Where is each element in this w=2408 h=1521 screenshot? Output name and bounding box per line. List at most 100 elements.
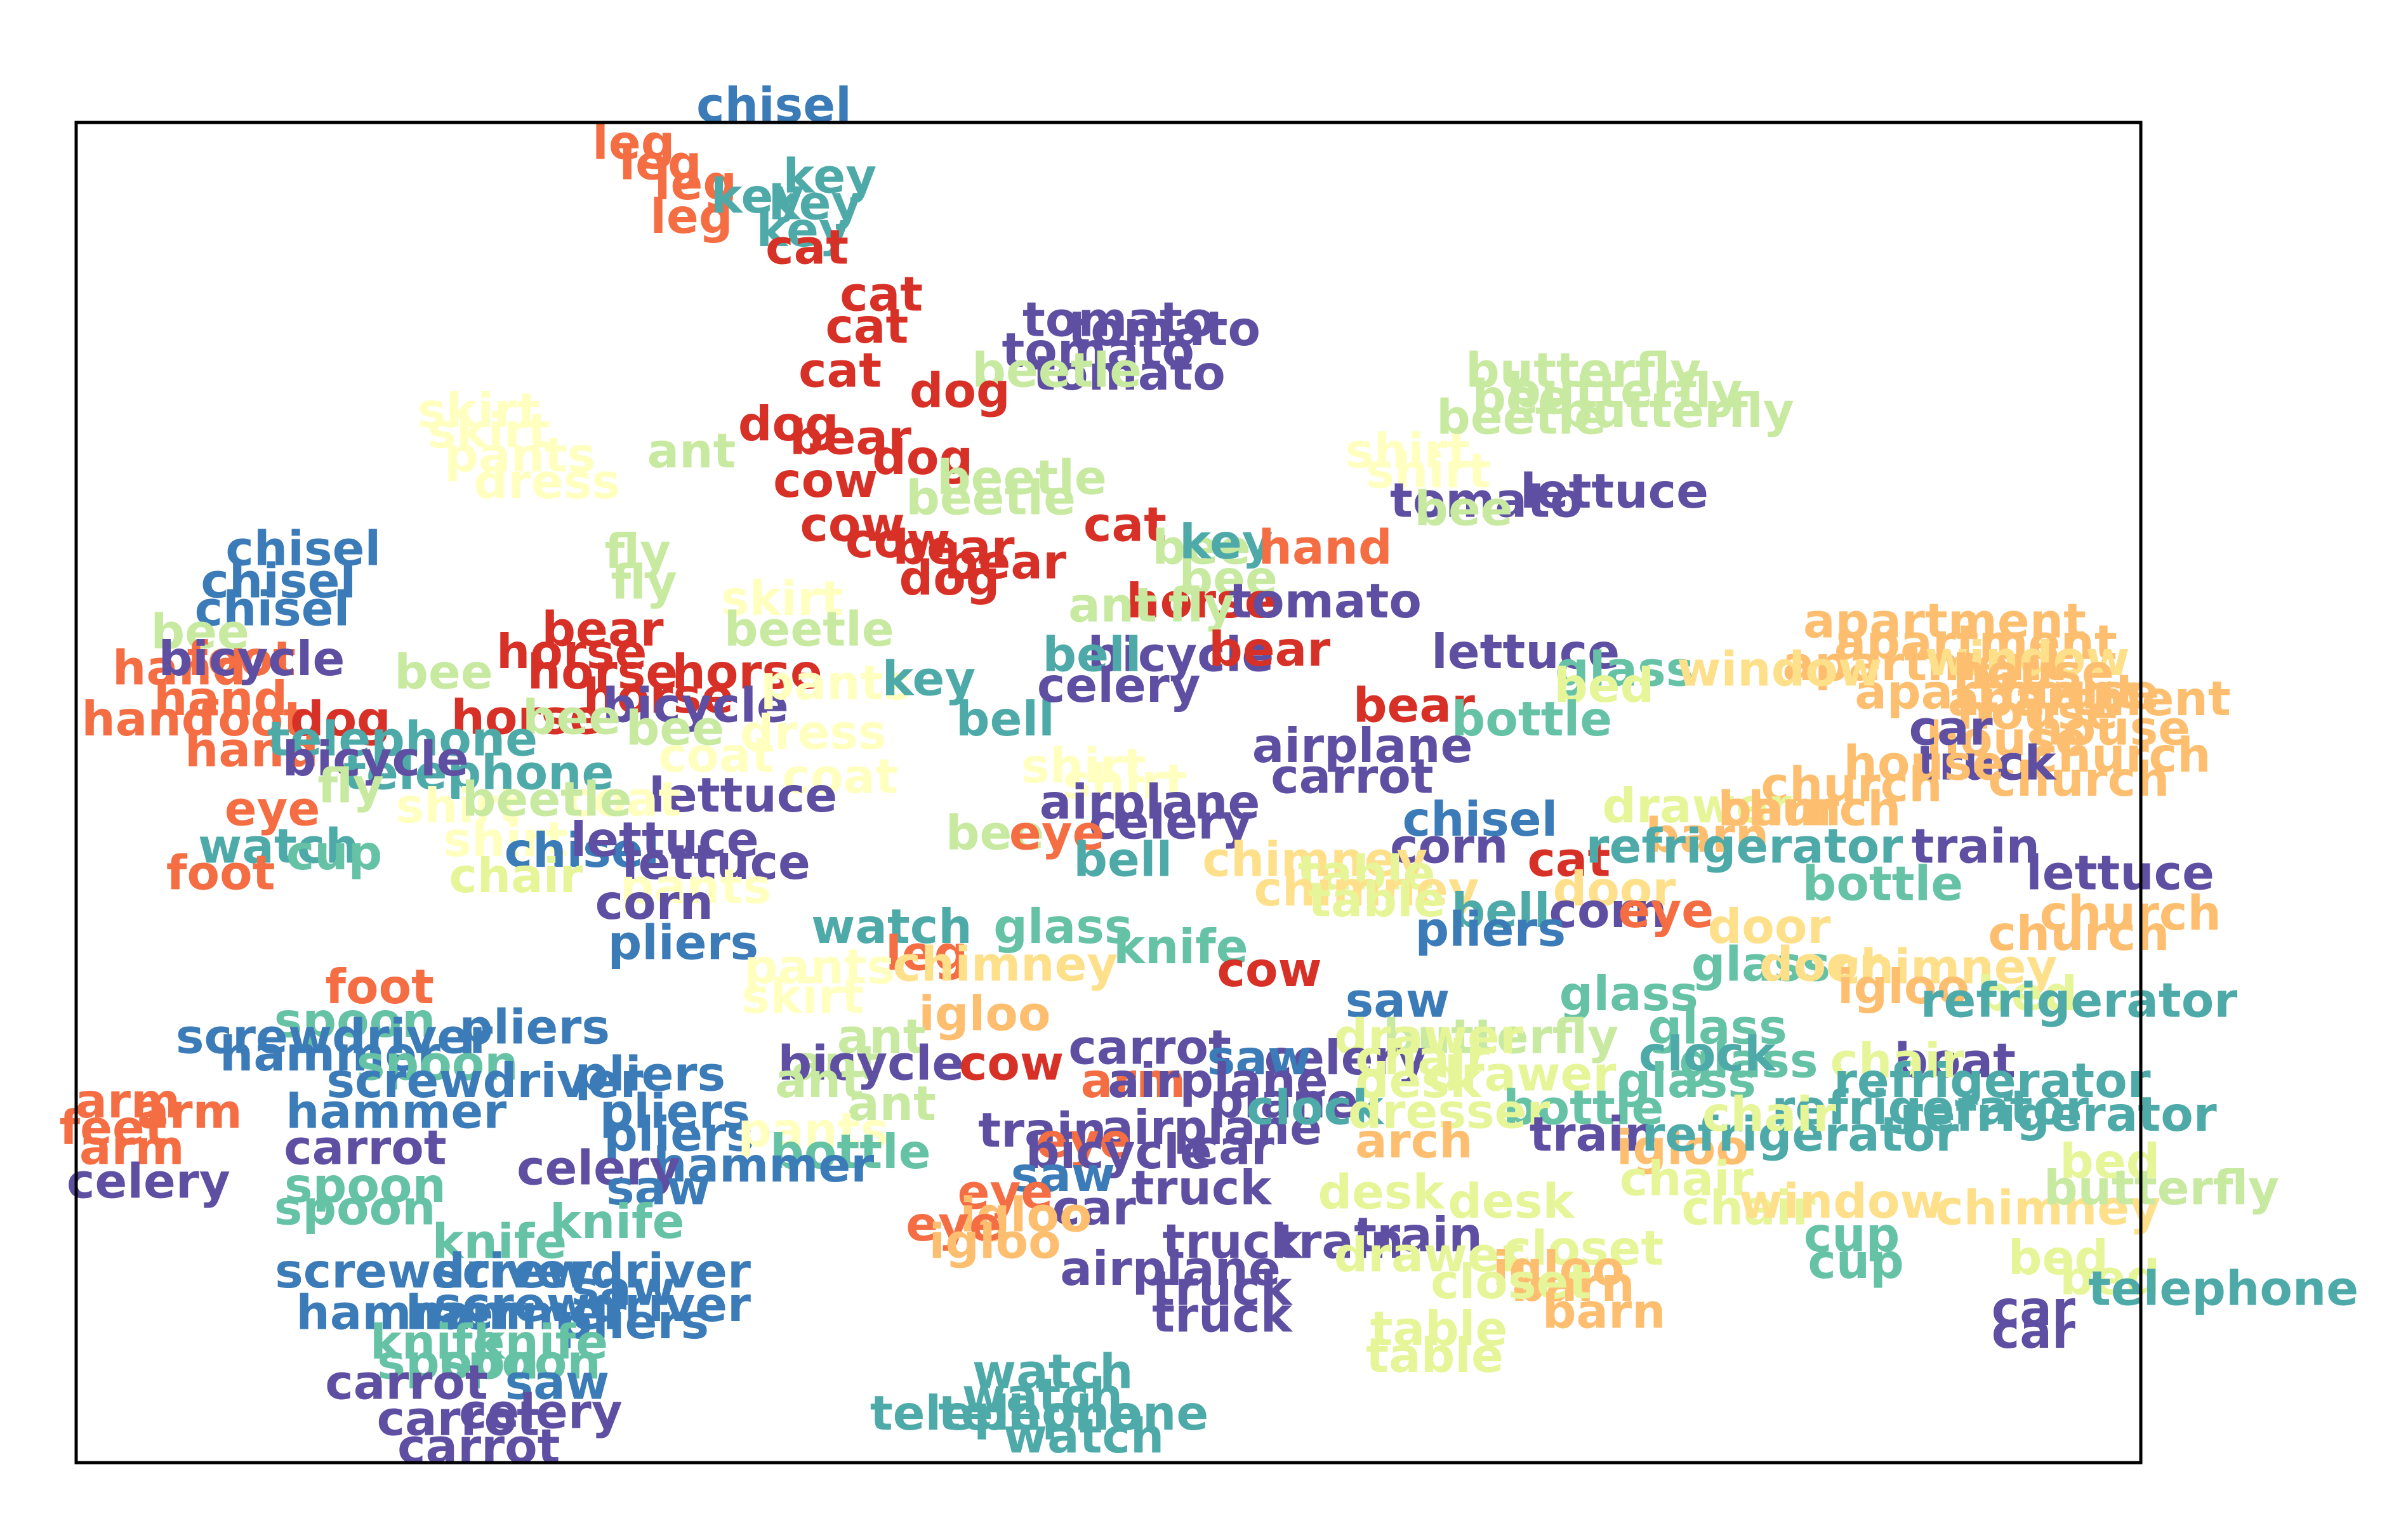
point-label-horse: horse <box>527 644 678 700</box>
point-label-igloo: igloo <box>960 1187 1092 1242</box>
point-label-glass: glass <box>1617 1053 1756 1109</box>
point-label-arch: arch <box>1355 1113 1472 1169</box>
point-label-watch: watch <box>972 1343 1134 1399</box>
point-label-cup: cup <box>286 825 383 881</box>
point-label-barn: barn <box>1717 780 1841 836</box>
point-label-igloo: igloo <box>1837 959 1969 1015</box>
point-label-knife: knife <box>370 1314 505 1370</box>
point-label-chisel: chisel <box>201 553 356 609</box>
point-label-church: church <box>1719 780 1901 836</box>
point-label-chisel: chisel <box>696 77 852 133</box>
point-label-butterfly: butterfly <box>1465 343 1701 398</box>
point-label-cat: cat <box>825 298 908 354</box>
point-label-bear: bear <box>892 520 1014 576</box>
point-label-bear: bear <box>541 601 663 657</box>
point-label-arm: arm <box>137 1084 242 1140</box>
point-label-bicycle: bicycle <box>282 731 469 787</box>
point-label-tomato: tomato <box>1002 322 1194 378</box>
point-label-ant: ant <box>847 1076 936 1131</box>
point-label-truck: truck <box>1152 1260 1293 1316</box>
point-label-train: train <box>978 1102 1107 1158</box>
point-label-spoon: spoon <box>357 1036 519 1091</box>
point-label-hammer: hammer <box>296 1285 517 1341</box>
point-label-leg: leg <box>650 188 732 244</box>
point-label-foot: foot <box>325 959 434 1015</box>
point-label-igloo: igloo <box>1617 1120 1749 1176</box>
point-label-ant: ant <box>791 1036 880 1091</box>
point-label-saw: saw <box>1011 1147 1116 1202</box>
point-label-cow: cow <box>1217 942 1322 998</box>
point-label-bear: bear <box>1208 621 1330 677</box>
point-label-refrigerator: refrigerator <box>1900 1086 2217 1142</box>
point-label-bee: bee <box>1414 480 1512 536</box>
point-label-chair: chair <box>1702 1086 1836 1142</box>
point-label-leg: leg <box>619 135 701 190</box>
point-label-shirt: shirt <box>1346 423 1471 478</box>
point-label-hand: hand <box>81 691 215 747</box>
point-label-cow: cow <box>845 513 950 569</box>
point-label-horse: horse <box>671 644 822 700</box>
point-label-beetle: beetle <box>972 343 1142 398</box>
point-label-pliers: pliers <box>574 1046 725 1102</box>
point-label-carrot: carrot <box>377 1390 539 1446</box>
point-label-celery: celery <box>1264 1030 1428 1086</box>
point-label-barn: barn <box>1511 1256 1635 1312</box>
point-label-drawer: drawer <box>1333 1227 1523 1283</box>
point-label-key: key <box>882 651 976 707</box>
point-label-dog: dog <box>290 691 391 747</box>
point-label-lettuce: lettuce <box>2026 845 2214 901</box>
point-label-spoon: spoon <box>377 1334 539 1390</box>
point-label-foot: foot <box>197 691 307 747</box>
point-label-fly: fly <box>611 554 677 610</box>
point-label-closet: closet <box>1431 1254 1591 1310</box>
point-label-carrot: carrot <box>1271 749 1433 805</box>
point-label-screwdriver: screwdriver <box>326 1053 643 1109</box>
point-label-refrigerator: refrigerator <box>1586 819 1903 874</box>
point-label-watch: watch <box>811 899 972 954</box>
point-label-skirt: skirt <box>428 403 550 459</box>
point-labels: chiselleglegleglegkeykeykeykeycatcatcatc… <box>59 77 2358 1475</box>
point-label-tomato: tomato <box>1229 573 1422 629</box>
point-label-cat: cat <box>1083 497 1167 553</box>
point-label-horse: horse <box>451 690 601 746</box>
point-label-beetle: beetle <box>724 601 894 657</box>
point-label-butterfly: butterfly <box>1559 383 1794 438</box>
point-label-table: table <box>1298 845 1436 901</box>
point-label-apartment: apartment <box>1782 636 2065 692</box>
point-label-tomato: tomato <box>1068 301 1261 357</box>
point-label-chisel: chisel <box>195 581 350 637</box>
point-label-car: car <box>1992 1303 2075 1359</box>
point-label-car: car <box>1992 1281 2075 1336</box>
point-label-table: table <box>1366 1327 1504 1383</box>
point-label-chair: chair <box>1830 1032 1964 1088</box>
point-label-bed: bed <box>1554 657 1654 713</box>
point-label-dog: dog <box>872 430 973 485</box>
point-label-hammer: hammer <box>286 1084 506 1140</box>
point-label-bed: bed <box>2008 1230 2108 1286</box>
point-label-chair: chair <box>1681 1180 1815 1236</box>
point-label-horse: horse <box>583 668 734 724</box>
point-label-door: door <box>1708 899 1831 954</box>
point-label-bell: bell <box>956 691 1055 747</box>
point-label-lettuce: lettuce <box>1520 463 1709 519</box>
point-label-cow: cow <box>800 497 904 553</box>
point-label-skirt: skirt <box>721 570 843 626</box>
point-label-watch: watch <box>1003 1408 1165 1464</box>
point-label-horse: horse <box>1126 573 1276 629</box>
point-label-key: key <box>711 168 805 224</box>
point-label-butterfly: butterfly <box>1383 1008 1618 1064</box>
point-label-chisel: chisel <box>505 822 660 878</box>
point-label-dress: dress <box>740 704 887 760</box>
point-label-hand: hand <box>112 640 246 696</box>
point-label-saw: saw <box>1346 972 1450 1028</box>
point-label-barn: barn <box>1542 1283 1666 1339</box>
point-label-key: key <box>769 175 863 231</box>
point-label-watch: watch <box>198 819 359 874</box>
point-label-arm: arm <box>1081 1053 1186 1109</box>
point-label-knife: knife <box>432 1214 567 1270</box>
point-label-dog: dog <box>910 362 1010 418</box>
point-label-cat: cat <box>840 266 923 322</box>
point-label-screwdriver: screwdriver <box>176 1008 493 1064</box>
point-label-telephone: telephone <box>343 744 614 800</box>
point-label-tomato: tomato <box>1022 292 1215 348</box>
